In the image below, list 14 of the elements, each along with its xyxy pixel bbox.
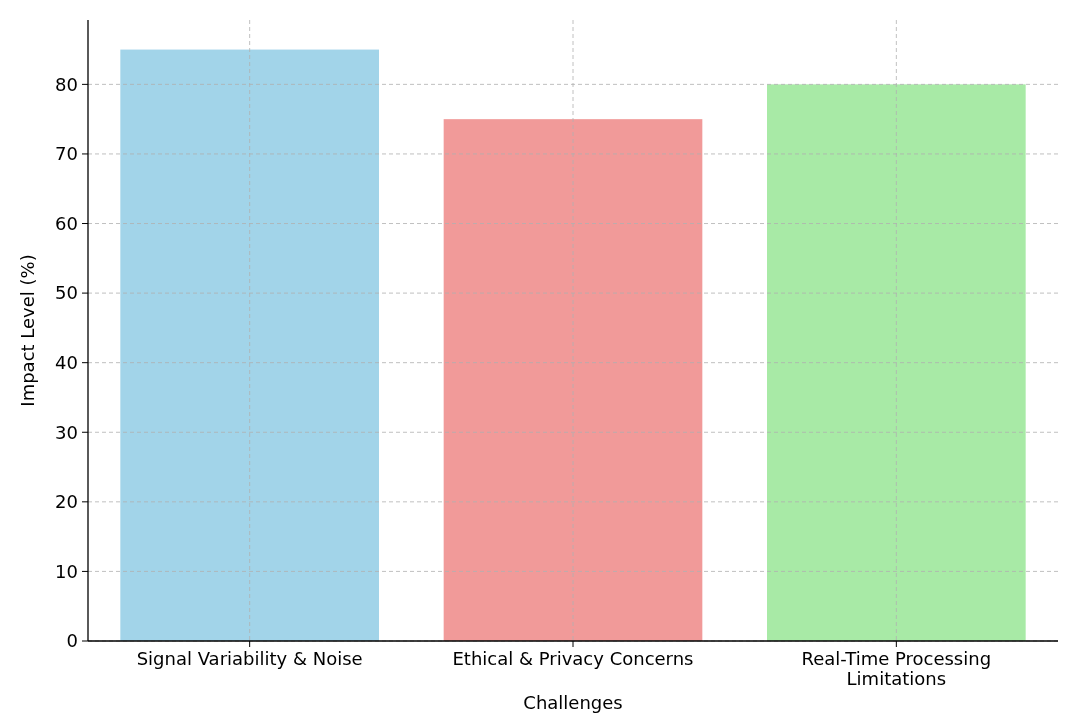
- y-tick-label: 0: [66, 630, 78, 652]
- y-tick-label: 80: [55, 73, 78, 95]
- x-axis-title: Challenges: [523, 692, 623, 713]
- x-tick-label: Real-Time Processing Limitations: [801, 648, 992, 689]
- y-tick-label: 10: [55, 560, 78, 582]
- y-tick-label: 70: [55, 143, 78, 165]
- y-tick-label: 40: [55, 351, 78, 373]
- y-tick-label: 50: [55, 282, 78, 304]
- x-tick-label: Ethical & Privacy Concerns: [452, 648, 694, 669]
- y-axis-title: Impact Level (%): [17, 254, 38, 407]
- y-tick-label: 60: [55, 212, 78, 234]
- y-tick-label: 30: [55, 421, 78, 443]
- y-tick-label: 20: [55, 491, 78, 513]
- x-tick-label: Signal Variability & Noise: [136, 648, 363, 669]
